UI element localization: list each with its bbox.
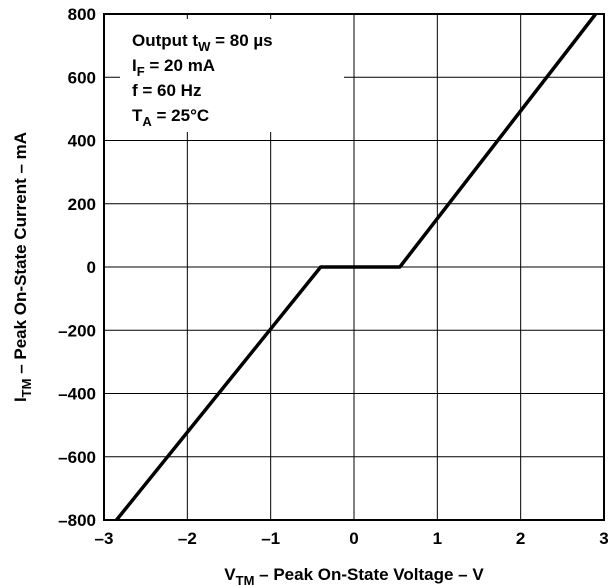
y-tick-label: –600 [58, 448, 96, 467]
x-tick-label: 1 [433, 529, 442, 548]
plot-frame [103, 13, 605, 521]
condition-line: f = 60 Hz [132, 81, 201, 100]
y-tick-label: 400 [68, 132, 96, 151]
x-axis-text: – Peak On-State Voltage – V [254, 565, 484, 584]
conditions-box [120, 19, 344, 132]
y-tick-label: 200 [68, 195, 96, 214]
x-tick-label: –3 [95, 529, 114, 548]
y-tick-label: –800 [58, 511, 96, 530]
y-tick-labels: –800 –600 –400 –200 0 200 400 600 800 [58, 5, 96, 530]
y-tick-label: –200 [58, 321, 96, 340]
series-line [115, 12, 598, 522]
x-tick-label: 0 [349, 529, 358, 548]
y-axis-title: ITM – Peak On-State Current – mA [11, 132, 34, 402]
condition-line: Output tW = 80 µs [132, 31, 273, 54]
x-axis-symbol: V [224, 565, 236, 584]
y-axis-text: – Peak On-State Current – mA [11, 132, 30, 379]
y-axis-subscript: TM [19, 379, 34, 398]
x-axis-subscript: TM [236, 573, 255, 586]
y-tick-label: –400 [58, 385, 96, 404]
x-axis-title: VTM – Peak On-State Voltage – V [224, 565, 484, 586]
x-tick-label: –2 [178, 529, 197, 548]
x-tick-label: 3 [599, 529, 608, 548]
y-tick-label: 0 [87, 258, 96, 277]
y-tick-label: 600 [68, 68, 96, 87]
y-axis-symbol: I [11, 397, 30, 402]
x-tick-label: –1 [261, 529, 280, 548]
condition-line: TA = 25°C [132, 106, 209, 129]
x-tick-labels: –3 –2 –1 0 1 2 3 [95, 529, 609, 548]
series-layer [115, 12, 598, 522]
y-tick-label: 800 [68, 5, 96, 24]
condition-line: IF = 20 mA [132, 56, 215, 79]
x-tick-label: 2 [516, 529, 525, 548]
